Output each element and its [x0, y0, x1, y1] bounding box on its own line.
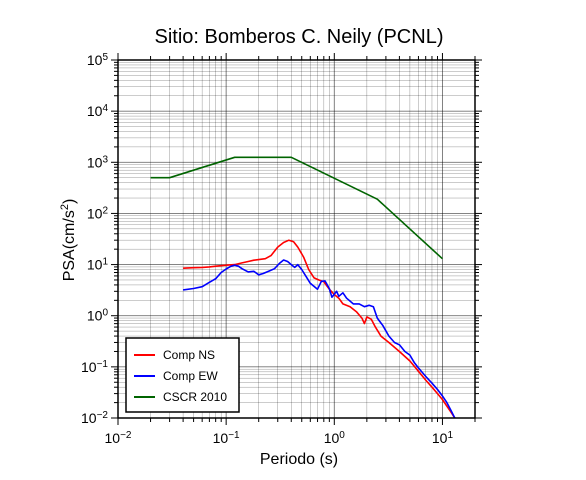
x-tick-label: 100	[324, 430, 346, 447]
x-axis-label: Periodo (s)	[260, 451, 338, 468]
y-tick-label: 10−1	[81, 358, 108, 375]
series-line-0	[183, 239, 456, 419]
y-tick-label: 100	[87, 307, 109, 324]
legend-label-1: Comp EW	[163, 369, 218, 383]
y-axis-label-sup: 2	[59, 204, 71, 210]
plot-frame	[117, 59, 476, 419]
y-tick-label: 10−2	[81, 410, 108, 427]
legend-label-0: Comp NS	[163, 348, 215, 362]
y-axis-label-close: )	[61, 199, 78, 204]
series-line-1	[182, 259, 456, 419]
x-tick-label: 10−1	[213, 430, 240, 447]
x-tick-label: 10−2	[105, 430, 132, 447]
y-tick-label: 104	[87, 103, 109, 120]
series-line-2	[150, 156, 443, 260]
y-tick-label: 101	[87, 256, 109, 273]
y-axis-label-text: PSA(cm/s	[61, 210, 78, 281]
y-tick-label: 103	[87, 154, 109, 171]
chart-title: Sitio: Bomberos C. Neily (PCNL)	[155, 26, 444, 48]
legend-label-2: CSCR 2010	[163, 390, 227, 404]
y-tick-label: 105	[87, 52, 109, 69]
y-tick-label: 102	[87, 205, 109, 222]
x-tick-label: 101	[432, 430, 454, 447]
y-axis-label: PSA(cm/s2)	[59, 199, 78, 282]
